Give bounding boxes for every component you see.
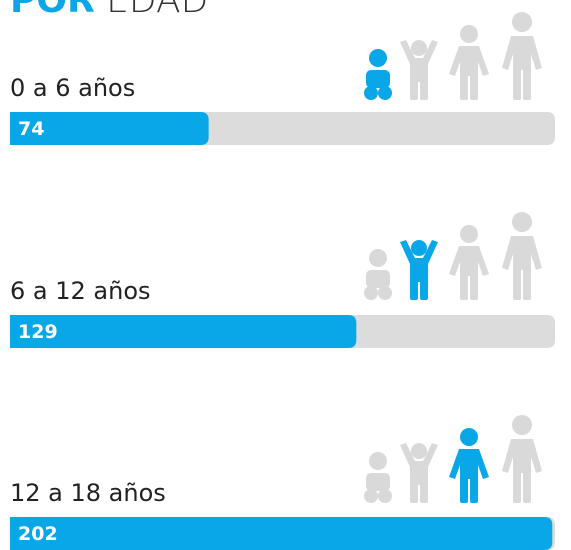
category-label: 6 a 12 años <box>10 277 151 305</box>
chart-title: POR EDAD <box>10 0 208 21</box>
value-label: 74 <box>18 118 44 140</box>
bar <box>10 517 553 550</box>
category-label: 12 a 18 años <box>10 479 166 507</box>
icons-row-2 <box>364 212 542 300</box>
icons-row-1 <box>364 12 542 100</box>
bar <box>10 315 357 348</box>
category-label: 0 a 6 años <box>10 74 135 102</box>
title-bold: POR <box>10 0 95 21</box>
icons-row-3 <box>364 415 542 503</box>
bar <box>10 112 209 145</box>
value-label: 202 <box>18 523 58 545</box>
value-label: 129 <box>18 321 58 343</box>
title-light: EDAD <box>106 0 208 21</box>
